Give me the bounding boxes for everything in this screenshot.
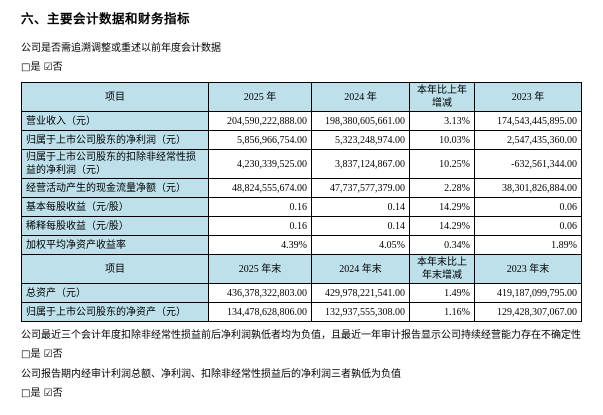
cell-2025: 4,230,339,525.00 (208, 149, 312, 179)
row-label: 归属于上市公司股东的扣除非经常性损益的净利润（元） (21, 149, 209, 179)
cell-2025: 5,856,966,754.00 (208, 130, 312, 150)
table-row-net-assets: 归属于上市公司股东的净资产（元） 134,478,628,806.00 132,… (21, 302, 582, 322)
row-label: 稀释每股收益（元/股） (21, 216, 209, 236)
cell-change: 14.29% (409, 216, 475, 236)
cell-change: 1.49% (409, 283, 475, 303)
document-page: 六、主要会计数据和财务指标 公司是否需追溯调整或重述以前年度会计数据 □是 ☑否… (21, 12, 582, 399)
annual-header-row: 项目 2025 年 2024 年 本年比上年增减 2023 年 (21, 82, 582, 112)
cell-2024: 5,323,248,974.00 (311, 130, 410, 150)
header-yoy-change: 本年比上年增减 (409, 82, 475, 112)
row-label: 归属于上市公司股东的净利润（元） (21, 130, 209, 150)
header-2024: 2024 年 (311, 82, 410, 112)
table-row-net-profit: 归属于上市公司股东的净利润（元） 5,856,966,754.00 5,323,… (21, 130, 582, 150)
header-2025: 2025 年 (208, 82, 312, 112)
row-label: 经营活动产生的现金流量净额（元） (21, 178, 209, 198)
cell-2024: 47,737,577,379.00 (311, 178, 410, 198)
row-label: 基本每股收益（元/股） (21, 197, 209, 217)
row-label: 归属于上市公司股东的净资产（元） (21, 302, 209, 322)
cell-2025: 436,378,322,803.00 (208, 283, 312, 303)
cell-2023: 38,301,826,884.00 (474, 178, 582, 198)
table-row-operating-cash-flow: 经营活动产生的现金流量净额（元） 48,824,555,674.00 47,73… (21, 178, 582, 198)
cell-2024: 198,380,605,661.00 (311, 111, 410, 131)
cell-2025: 134,478,628,806.00 (208, 302, 312, 322)
cell-2024: 3,837,124,867.00 (311, 149, 410, 179)
cell-2023: -632,561,344.00 (474, 149, 582, 179)
cell-change: 2.28% (409, 178, 475, 198)
header-item: 项目 (21, 254, 209, 284)
cell-change: 10.25% (409, 149, 475, 179)
header-yearend-change: 本年末比上年末增减 (409, 254, 475, 284)
table-row-diluted-eps: 稀释每股收益（元/股） 0.16 0.14 14.29% 0.06 (21, 216, 582, 236)
yearend-header-row: 项目 2025 年末 2024 年末 本年末比上年末增减 2023 年末 (21, 254, 582, 284)
cell-2024: 4.05% (311, 235, 410, 255)
table-row-basic-eps: 基本每股收益（元/股） 0.16 0.14 14.29% 0.06 (21, 197, 582, 217)
key-financials-table: 项目 2025 年 2024 年 本年比上年增减 2023 年 营业收入（元） … (21, 82, 582, 322)
question-restate: 公司是否需追溯调整或重述以前年度会计数据 (21, 43, 221, 54)
cell-2025: 48,824,555,674.00 (208, 178, 312, 198)
cell-2025: 0.16 (208, 197, 312, 217)
cell-change: 0.34% (409, 235, 475, 255)
header-2025-end: 2025 年末 (208, 254, 312, 284)
cell-change: 3.13% (409, 111, 475, 131)
header-2024-end: 2024 年末 (311, 254, 410, 284)
cell-change: 14.29% (409, 197, 475, 217)
table-row-total-assets: 总资产（元） 436,378,322,803.00 429,978,221,54… (21, 283, 582, 303)
cell-2024: 0.14 (311, 216, 410, 236)
cell-2025: 0.16 (208, 216, 312, 236)
cell-2025: 204,590,222,888.00 (208, 111, 312, 131)
answer-audited-negative: □是 ☑否 (21, 388, 63, 399)
section-title: 六、主要会计数据和财务指标 (21, 12, 191, 26)
cell-change: 10.03% (409, 130, 475, 150)
table-row-weighted-roe: 加权平均净资产收益率 4.39% 4.05% 0.34% 1.89% (21, 235, 582, 255)
cell-2024: 0.14 (311, 197, 410, 217)
cell-2023: 1.89% (474, 235, 582, 255)
row-label: 加权平均净资产收益率 (21, 235, 209, 255)
cell-2023: 2,547,435,360.00 (474, 130, 582, 150)
row-label: 营业收入（元） (21, 111, 209, 131)
cell-2024: 132,937,555,308.00 (311, 302, 410, 322)
cell-2025: 4.39% (208, 235, 312, 255)
cell-2023: 0.06 (474, 197, 582, 217)
question-audited-negative: 公司报告期内经审计利润总额、净利润、扣除非经常性损益后的净利润三者孰低为负值 (21, 369, 401, 380)
header-2023: 2023 年 (474, 82, 582, 112)
table-row-net-profit-excl-nonrecurring: 归属于上市公司股东的扣除非经常性损益的净利润（元） 4,230,339,525.… (21, 149, 582, 179)
answer-restate: □是 ☑否 (21, 62, 63, 73)
cell-2023: 174,543,445,895.00 (474, 111, 582, 131)
cell-change: 1.16% (409, 302, 475, 322)
cell-2023: 0.06 (474, 216, 582, 236)
cell-2024: 429,978,221,541.00 (311, 283, 410, 303)
cell-2023: 419,187,099,795.00 (474, 283, 582, 303)
table-row-revenue: 营业收入（元） 204,590,222,888.00 198,380,605,6… (21, 111, 582, 131)
row-label: 总资产（元） (21, 283, 209, 303)
answer-negative-profit: □是 ☑否 (21, 349, 63, 360)
cell-2023: 129,428,307,067.00 (474, 302, 582, 322)
header-item: 项目 (21, 82, 209, 112)
header-2023-end: 2023 年末 (474, 254, 582, 284)
question-negative-profit: 公司最近三个会计年度扣除非经常性损益前后净利润孰低者均为负值，且最近一年审计报告… (21, 330, 581, 341)
